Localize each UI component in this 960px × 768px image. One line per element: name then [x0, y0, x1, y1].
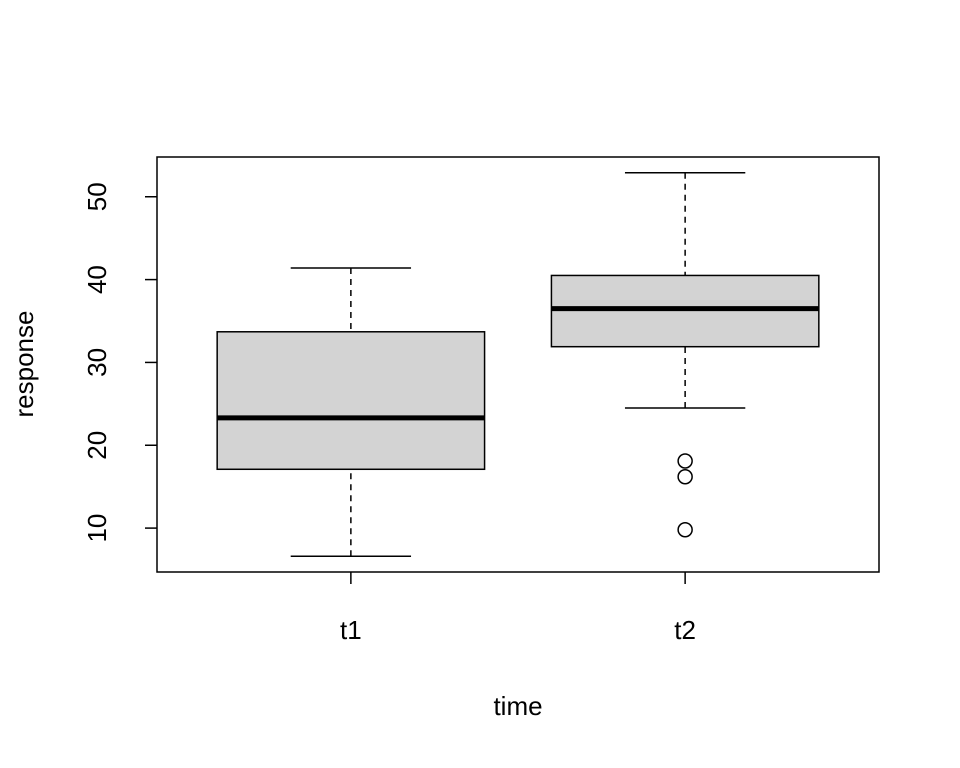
outlier	[677, 453, 693, 469]
outlier	[677, 468, 693, 485]
box	[216, 331, 486, 471]
y-axis-label: response	[9, 311, 39, 418]
y-tick-label: 40	[82, 265, 112, 294]
y-tick-label: 50	[82, 182, 112, 211]
y-tick-label: 30	[82, 348, 112, 377]
outlier	[677, 522, 693, 538]
y-tick-label: 10	[82, 514, 112, 543]
x-axis-label: time	[493, 691, 542, 721]
x-tick-label: t2	[674, 615, 696, 645]
y-tick-label: 20	[82, 431, 112, 460]
x-tick-label: t1	[340, 615, 362, 645]
plot-frame	[156, 156, 880, 573]
